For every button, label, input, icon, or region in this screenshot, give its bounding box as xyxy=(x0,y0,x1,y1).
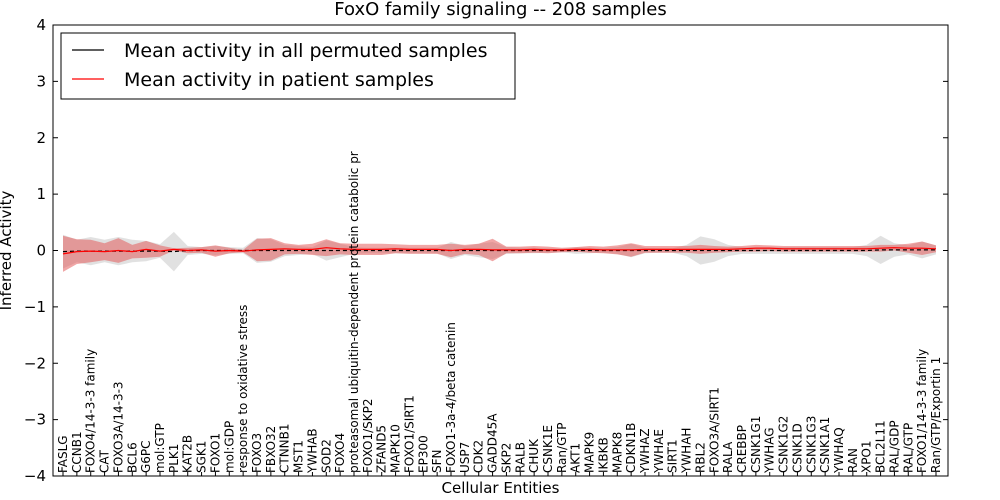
band-patient xyxy=(63,235,936,272)
x-tick-label: CSNK1E xyxy=(541,425,555,473)
x-axis: FASLG CCNB1 FOXO4/14-3-3 family CAT FOXO3A/1… xyxy=(56,151,943,476)
lines-layer xyxy=(62,247,937,255)
x-tick-label: FOXO4 xyxy=(333,433,347,473)
x-tick-label: RALB xyxy=(513,442,527,473)
x-tick-label: RBL2 xyxy=(693,442,707,473)
y-tick-label: 3 xyxy=(36,72,46,90)
y-axis: −4 −3 −2 −1 0 1 2 3 4 xyxy=(24,16,948,485)
legend-label-permuted: Mean activity in all permuted samples xyxy=(124,40,487,62)
x-tick-label: IKBKB xyxy=(596,437,610,473)
x-tick-label: GADD45A xyxy=(486,413,500,473)
y-tick-label: −2 xyxy=(24,354,46,372)
y-axis-label: Inferred Activity xyxy=(0,190,15,310)
x-tick-label: SOD2 xyxy=(319,439,333,473)
x-tick-label: G6PC xyxy=(139,440,153,473)
y-tick-label: 4 xyxy=(36,16,46,34)
x-tick-label: FOXO1-3a-4/beta catenin xyxy=(444,322,458,473)
x-tick-label: FOXO3A/SIRT1 xyxy=(707,387,721,473)
x-tick-label: USP7 xyxy=(458,442,472,473)
y-tick-label: −4 xyxy=(24,467,46,485)
chart-title: FoxO family signaling -- 208 samples xyxy=(334,0,666,20)
bands-layer xyxy=(63,231,936,272)
x-tick-label: CSNK1G3 xyxy=(804,416,818,473)
y-tick-label: −1 xyxy=(24,298,46,316)
x-tick-label: CDKN1B xyxy=(624,423,638,473)
x-tick-label: PLK1 xyxy=(167,444,181,473)
x-tick-label: CTNNB1 xyxy=(278,423,292,473)
x-tick-label: Ran/GTP xyxy=(555,422,569,473)
legend-box xyxy=(60,32,516,100)
legend-label-patient: Mean activity in patient samples xyxy=(124,69,434,91)
x-tick-label: ZFAND5 xyxy=(375,425,389,473)
x-tick-label: SKP2 xyxy=(499,443,513,473)
y-tick-label: 1 xyxy=(36,185,46,203)
x-tick-label: YWHAE xyxy=(652,429,666,474)
x-tick-label: mol:GTP xyxy=(153,423,167,473)
x-tick-label: CREBBP xyxy=(735,425,749,473)
x-tick-label: RAL/GTP xyxy=(901,423,915,473)
x-tick-label: SFN xyxy=(430,450,444,474)
x-tick-label: RAL/GDP xyxy=(887,420,901,473)
x-tick-label: mol:GDP xyxy=(222,421,236,473)
y-tick-label: 2 xyxy=(36,129,46,147)
x-tick-label: XPO1 xyxy=(860,440,874,473)
x-tick-label: FOXO1/SIRT1 xyxy=(402,395,416,473)
y-tick-label: 0 xyxy=(36,242,46,260)
x-tick-label: CHUK xyxy=(527,438,541,473)
x-tick-label: FOXO1/SKP2 xyxy=(361,398,375,473)
x-tick-label: CAT xyxy=(98,449,112,473)
x-tick-label: MST1 xyxy=(292,440,306,473)
x-tick-label: FOXO3A/14-3-3 xyxy=(111,381,125,473)
x-tick-label: FOXO3 xyxy=(250,433,264,473)
x-tick-label: CDK2 xyxy=(472,440,486,473)
x-tick-label: CSNK1G1 xyxy=(749,416,763,473)
x-tick-label: CSNK1D xyxy=(790,423,804,473)
x-tick-label: FOXO1 xyxy=(208,433,222,473)
x-tick-label: proteasomal ubiquitin-dependent protein … xyxy=(347,151,361,473)
x-tick-label: FOXO4/14-3-3 family xyxy=(84,349,98,473)
x-tick-label: YWHAG xyxy=(763,427,777,474)
x-tick-label: SGK1 xyxy=(195,441,209,473)
x-tick-label: YWHAH xyxy=(680,428,694,474)
x-tick-label: CSNK1G2 xyxy=(777,416,791,473)
legend: Mean activity in all permuted samples Me… xyxy=(60,32,516,100)
x-tick-label: YWHAB xyxy=(305,428,319,474)
x-tick-label: RALA xyxy=(721,441,735,473)
x-tick-label: MAPK9 xyxy=(583,432,597,473)
x-tick-label: KAT2B xyxy=(181,435,195,473)
x-tick-label: FASLG xyxy=(56,435,70,473)
x-tick-label: MAPK8 xyxy=(610,432,624,473)
x-tick-label: YWHAQ xyxy=(832,427,846,474)
x-tick-label: BCL2L11 xyxy=(874,420,888,473)
x-axis-label: Cellular Entities xyxy=(442,479,560,497)
x-tick-label: FOXO1/14-3-3 family xyxy=(915,349,929,473)
y-tick-label: −3 xyxy=(24,411,46,429)
x-tick-label: AKT1 xyxy=(569,443,583,473)
x-tick-label: BCL6 xyxy=(125,442,139,473)
series-line-patient xyxy=(62,247,937,255)
x-tick-label: FBXO32 xyxy=(264,426,278,473)
x-tick-label: YWHAZ xyxy=(638,428,652,474)
x-tick-label: Ran/GTP/Exportin 1 xyxy=(929,357,943,473)
x-tick-label: CCNB1 xyxy=(70,431,84,473)
x-tick-label: CSNK1A1 xyxy=(818,417,832,473)
x-tick-label: response to oxidative stress xyxy=(236,305,250,473)
x-tick-label: SIRT1 xyxy=(666,439,680,473)
x-tick-label: EP300 xyxy=(416,435,430,473)
x-tick-label: MAPK10 xyxy=(389,424,403,473)
x-tick-label: RAN xyxy=(846,448,860,473)
